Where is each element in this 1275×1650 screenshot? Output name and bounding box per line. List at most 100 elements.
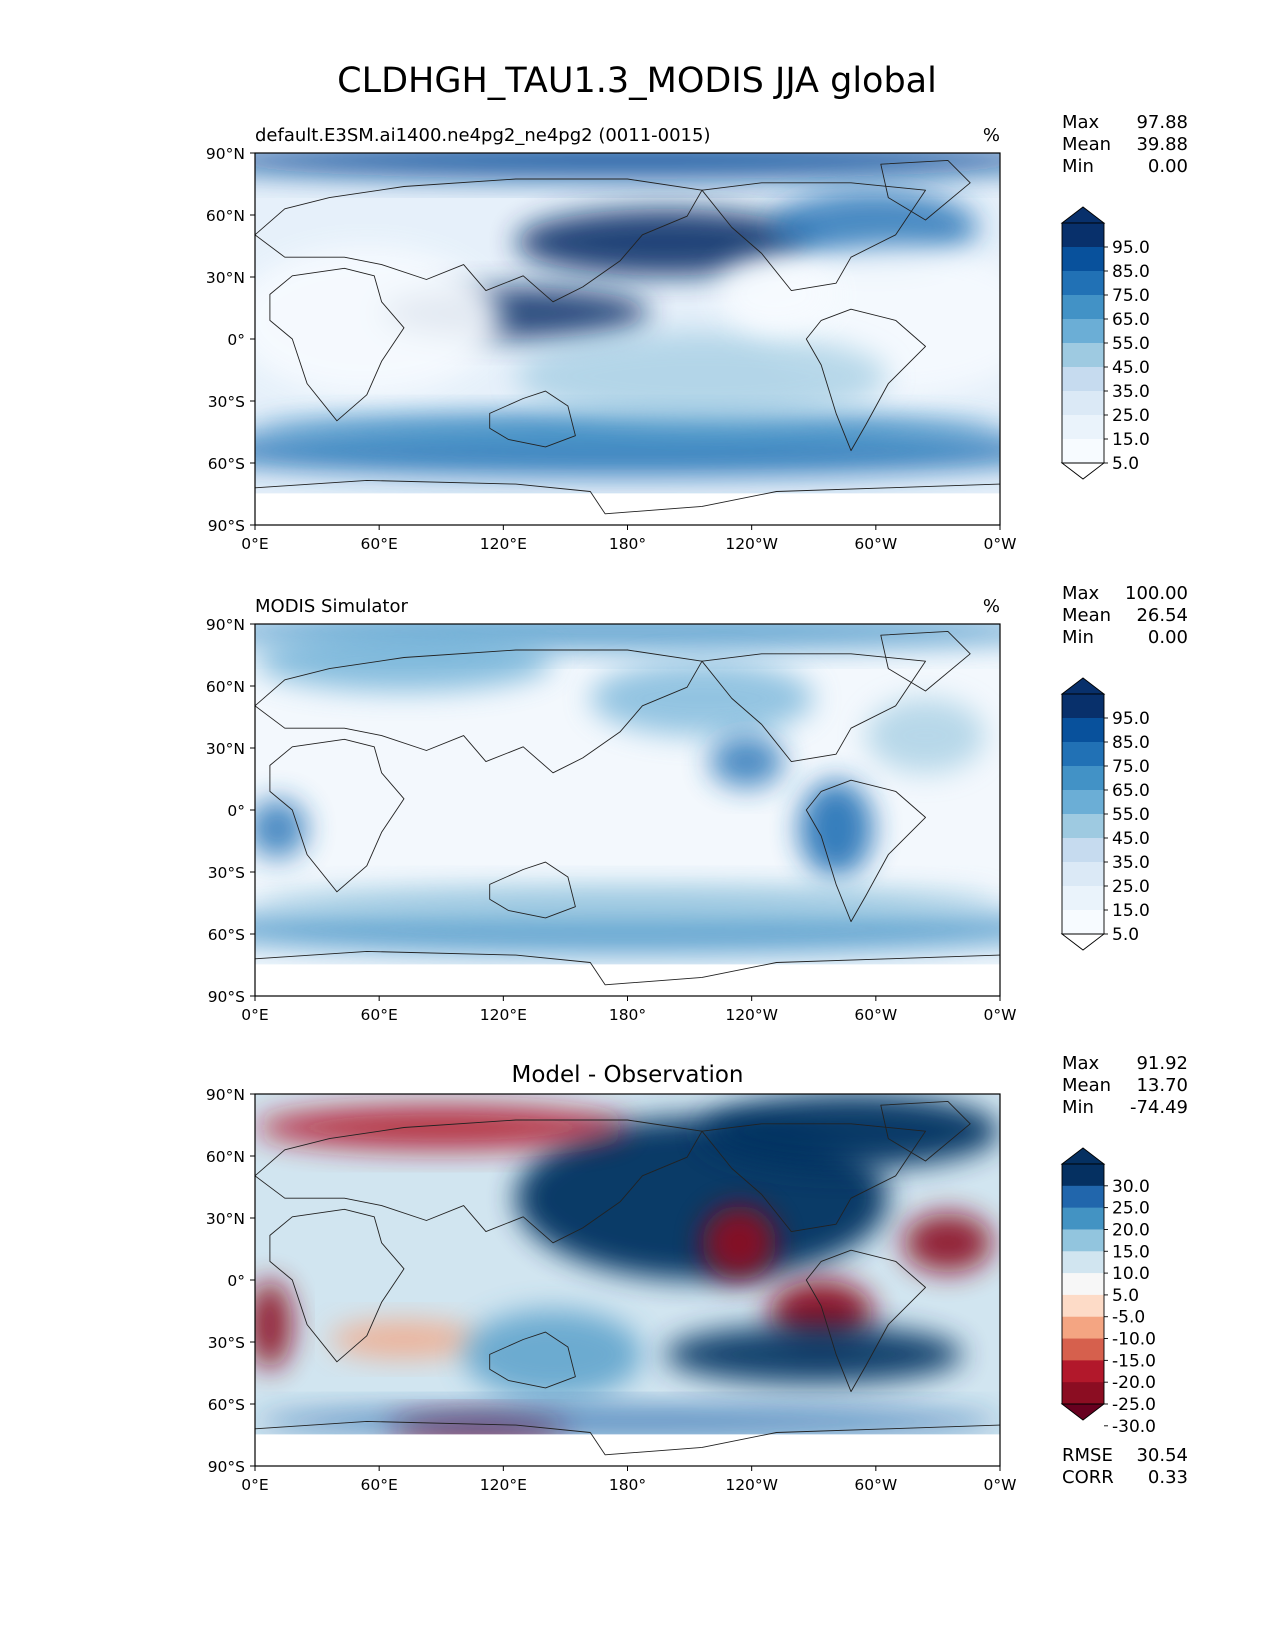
lon-tick-label: 60°E <box>361 1006 398 1024</box>
lon-tick-label: 0°W <box>984 1006 1017 1024</box>
colorbar-segment <box>1062 439 1104 464</box>
stat-label: Max <box>1062 1053 1100 1074</box>
coastline-australia <box>489 390 576 448</box>
panels-group: 90°N60°N30°N0°30°S60°S90°S0°E 60°E 120°E 18… <box>206 112 1188 1494</box>
colorbar-tick-label: 95.0 <box>1112 709 1150 729</box>
colorbar-segment <box>1062 415 1104 440</box>
map-blob <box>709 735 784 788</box>
panel-center-title: Model - Observation <box>511 1062 743 1088</box>
map-blob <box>515 208 814 276</box>
stat-value: 100.00 <box>1125 583 1188 604</box>
colorbar-segment <box>1062 1338 1104 1361</box>
lon-tick-label: 60°W <box>854 535 897 553</box>
coastline-greenland <box>880 1100 971 1162</box>
map-field-obs <box>255 624 1000 996</box>
colorbar-segment <box>1062 886 1104 911</box>
colorbar-segment <box>1062 1382 1104 1405</box>
coastline-namerica <box>701 182 926 292</box>
coastline-antarctica <box>255 479 1000 515</box>
colorbar-segment <box>1062 766 1104 791</box>
coastline-australia <box>489 1331 576 1389</box>
lat-tick-label: 60°N <box>206 1148 245 1166</box>
colorbar-under-triangle <box>1060 462 1106 480</box>
lat-tick-label: 90°S <box>208 1458 245 1476</box>
colorbar-tick-label: 35.0 <box>1112 853 1150 873</box>
colorbar-tick-label: 25.0 <box>1112 1199 1150 1219</box>
lat-tick-label: 30°S <box>208 1334 245 1352</box>
lon-tick-label: 0°W <box>984 535 1017 553</box>
lon-tick-label: 180° <box>609 1006 646 1024</box>
map-blob <box>255 153 1000 180</box>
panel-left-title: MODIS Simulator <box>255 596 408 617</box>
lat-tick-label: 60°N <box>206 207 245 225</box>
missing-data-region <box>255 964 1000 996</box>
colorbar-segment <box>1062 223 1104 248</box>
map-blob <box>255 1105 628 1150</box>
stat-label: Mean <box>1062 1075 1111 1096</box>
coastline-samerica <box>805 1249 926 1393</box>
colorbar-segment <box>1062 271 1104 296</box>
colorbar-segment <box>1062 718 1104 743</box>
colorbar-segment <box>1062 391 1104 416</box>
lon-tick-label: 180° <box>609 1476 646 1494</box>
stat-value: 26.54 <box>1136 605 1188 626</box>
stat-label: Max <box>1062 112 1100 133</box>
lat-tick-label: 60°S <box>208 926 245 944</box>
coastline-australia <box>489 861 576 919</box>
map-blob <box>865 698 986 773</box>
stat-label: Mean <box>1062 134 1111 155</box>
stat-value: 97.88 <box>1136 112 1188 133</box>
panel-units: % <box>983 125 1000 146</box>
lat-tick-label: 90°N <box>206 1086 245 1104</box>
lon-tick-label: 60°E <box>361 1476 398 1494</box>
lat-tick-label: 30°N <box>206 269 245 287</box>
map-blob <box>255 631 553 691</box>
colorbar-tick-label: 75.0 <box>1112 757 1150 777</box>
colorbar-segment <box>1062 1164 1104 1187</box>
colorbar-over-triangle <box>1060 1147 1106 1165</box>
colorbar-tick-label: -5.0 <box>1112 1308 1145 1328</box>
lat-tick-label: 90°S <box>208 988 245 1006</box>
map-field-model <box>255 153 1000 525</box>
map-blob <box>903 1213 993 1273</box>
lon-tick-label: 60°W <box>854 1006 897 1024</box>
colorbar-segment <box>1062 343 1104 368</box>
map-blob <box>255 246 501 395</box>
map-blob <box>702 1094 1000 1169</box>
colorbar-tick-label: 15.0 <box>1112 430 1150 450</box>
colorbar-tick-label: 65.0 <box>1112 310 1150 330</box>
lon-tick-label: 120°W <box>725 535 778 553</box>
colorbar-segment <box>1062 247 1104 272</box>
map-blob <box>702 1205 777 1281</box>
colorbar-segment <box>1062 1316 1104 1340</box>
map-blob <box>255 1406 1000 1437</box>
colorbar-segment <box>1062 1360 1104 1383</box>
coastline-samerica <box>805 779 926 923</box>
colorbar-tick-label: 25.0 <box>1112 406 1150 426</box>
colorbar-tick-label: 30.0 <box>1112 1177 1150 1197</box>
map-blob <box>664 1324 963 1385</box>
extra-stat-value: 30.54 <box>1136 1445 1188 1466</box>
colorbar-under-triangle <box>1060 933 1106 951</box>
colorbar-segment <box>1062 295 1104 320</box>
map-blob <box>255 1280 293 1370</box>
lon-tick-label: 0°E <box>241 1476 268 1494</box>
colorbar-over-triangle <box>1060 677 1106 695</box>
stat-label: Mean <box>1062 605 1111 626</box>
lon-tick-label: 60°W <box>854 1476 897 1494</box>
colorbar-segment <box>1062 1294 1104 1318</box>
colorbar-tick-label: 20.0 <box>1112 1220 1150 1240</box>
colorbar-tick-label: 25.0 <box>1112 877 1150 897</box>
panel-obs: 90°N 60°N 30°N 0° 30°S 60°S 90°S0°E 60°E 120°E 18… <box>206 583 1188 1024</box>
stat-value: 91.92 <box>1136 1053 1188 1074</box>
map-blob <box>463 1309 643 1400</box>
colorbar-segment <box>1062 838 1104 863</box>
colorbar-tick-label: -20.0 <box>1112 1373 1156 1393</box>
stat-value: 13.70 <box>1136 1075 1188 1096</box>
map-blob <box>255 798 308 859</box>
stat-label: Min <box>1062 627 1094 648</box>
panel-diff: 90°N 60°N 30°N 0° 30°S 60°S 90°S0°E 60°E 120°E 18… <box>206 1053 1188 1494</box>
colorbar-tick-label: 85.0 <box>1112 733 1150 753</box>
stat-value: 39.88 <box>1136 134 1188 155</box>
